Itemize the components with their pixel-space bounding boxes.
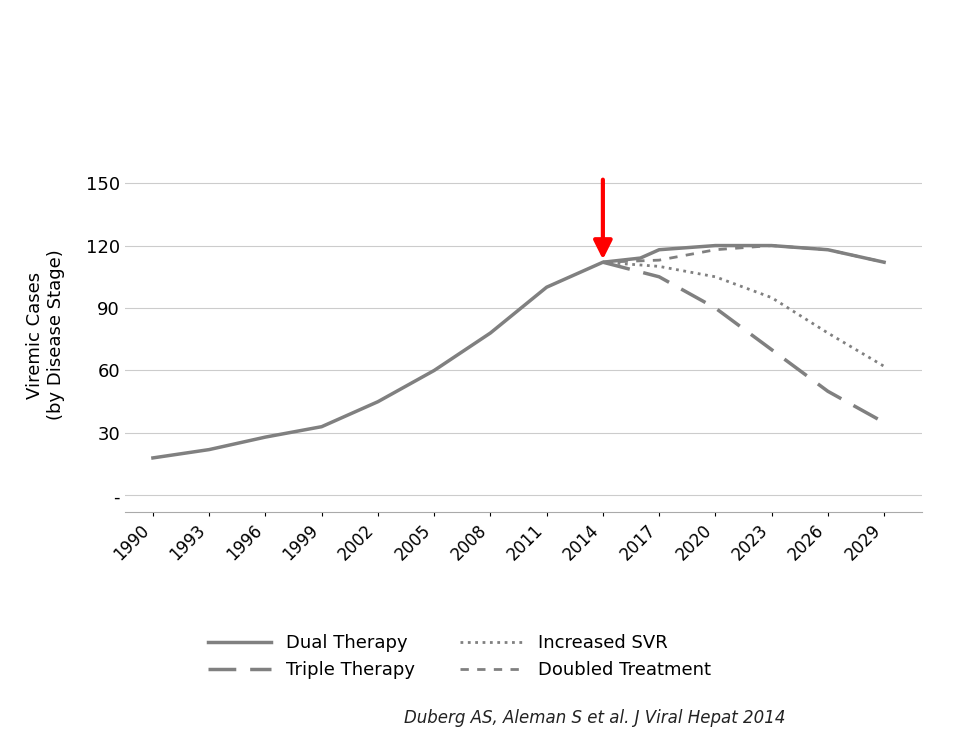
Text: Antal fall av levercancer pga HCV i Sverige ökande: Antal fall av levercancer pga HCV i Sver… (62, 84, 898, 111)
Legend: Dual Therapy, Triple Therapy, Increased SVR, Doubled Treatment: Dual Therapy, Triple Therapy, Increased … (201, 627, 718, 687)
Text: Duberg AS, Aleman S et al. J Viral Hepat 2014: Duberg AS, Aleman S et al. J Viral Hepat… (404, 709, 786, 727)
Text: Viremic Cases
(by Disease Stage): Viremic Cases (by Disease Stage) (26, 250, 64, 420)
Text: Dessa börjar nu få leverkomplikationer.: Dessa börjar nu få leverkomplikationer. (155, 21, 805, 53)
